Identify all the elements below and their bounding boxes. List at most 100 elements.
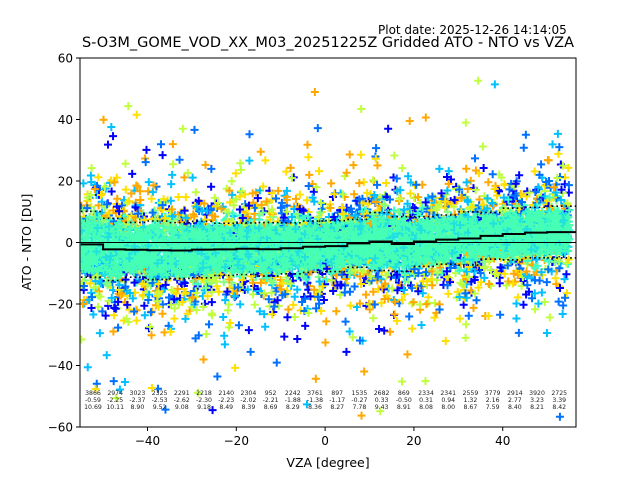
scatter-point — [91, 385, 100, 394]
scatter-point — [112, 264, 121, 273]
scatter-point — [207, 182, 216, 191]
scatter-point — [261, 322, 270, 331]
scatter-point — [332, 307, 341, 316]
scatter-point — [310, 197, 319, 206]
scatter-point — [89, 310, 98, 319]
scatter-point — [310, 88, 319, 97]
scatter-point — [107, 122, 116, 131]
scatter-point — [110, 178, 119, 187]
scatter-point — [231, 363, 240, 372]
scatter-point — [224, 323, 233, 332]
scatter-point — [256, 147, 265, 156]
scatter-point — [435, 164, 444, 173]
scatter-point — [384, 124, 393, 133]
scatter-point — [289, 300, 298, 309]
scatter-point — [250, 300, 259, 309]
scatter-point — [295, 190, 304, 199]
scatter-point — [405, 116, 414, 125]
scatter-point — [398, 164, 407, 173]
scatter-point — [290, 292, 299, 301]
scatter-point — [90, 185, 99, 194]
scatter-point — [112, 173, 121, 182]
scatter-point — [110, 311, 119, 320]
scatter-point — [132, 110, 141, 119]
scatter-point — [345, 287, 354, 296]
scatter-point — [205, 320, 214, 329]
scatter-point — [85, 266, 94, 275]
scatter-point — [104, 233, 113, 242]
scatter-point — [280, 332, 289, 341]
scatter-point — [369, 176, 378, 185]
scatter-point — [375, 325, 384, 334]
scatter-point — [417, 320, 426, 329]
scatter-point — [96, 190, 105, 199]
scatter-point — [382, 178, 391, 187]
scatter-point — [201, 160, 210, 169]
scatter-point — [115, 280, 124, 289]
scatter-point — [87, 178, 96, 187]
scatter-point — [116, 269, 125, 278]
scatter-point — [99, 115, 108, 124]
scatter-point — [357, 104, 366, 113]
scatter-point — [315, 167, 324, 176]
scatter-point — [207, 309, 216, 318]
scatter-point — [311, 374, 320, 383]
scatter-point — [390, 151, 399, 160]
scatter-point — [236, 300, 245, 309]
scatter-point — [407, 299, 416, 308]
scatter-point — [114, 297, 123, 306]
scatter-point — [80, 335, 86, 344]
scatter-point — [362, 290, 371, 299]
scatter-point — [373, 161, 382, 170]
scatter-point — [245, 156, 254, 165]
scatter-point — [120, 378, 129, 387]
scatter-point — [349, 161, 358, 170]
scatter-point — [128, 169, 137, 178]
scatter-point — [169, 160, 178, 169]
scatter-point — [345, 150, 354, 159]
scatter-point — [234, 321, 243, 330]
scatter-point — [431, 299, 440, 308]
scatter-point — [369, 314, 378, 323]
scatter-point — [403, 350, 412, 359]
scatter-point — [144, 324, 153, 333]
scatter-point — [359, 178, 368, 187]
scatter-point — [424, 298, 433, 307]
scatter-point — [94, 291, 103, 300]
scatter-point — [117, 201, 126, 210]
scatter-point — [128, 294, 137, 303]
scatter-point — [86, 279, 95, 288]
scatter-point — [86, 191, 95, 200]
scatter-point — [82, 233, 91, 242]
scatter-point — [109, 132, 118, 141]
scatter-point — [109, 217, 118, 226]
scatter-point — [86, 251, 95, 260]
plot-date: Plot date: 2025-12-26 14:14:05 — [378, 23, 567, 37]
scatter-point — [105, 267, 114, 276]
scatter-point — [293, 334, 302, 343]
scatter-point — [168, 140, 177, 149]
scatter-point — [98, 307, 107, 316]
scatter-point — [100, 182, 109, 191]
scatter-point — [121, 185, 130, 194]
scatter-point — [261, 156, 270, 165]
scatter-point — [83, 204, 92, 213]
scatter-point — [356, 150, 365, 159]
scatter-point — [94, 302, 103, 311]
scatter-point — [167, 180, 176, 189]
scatter-point — [421, 113, 430, 122]
scatter-point — [107, 187, 116, 196]
scatter-point — [190, 125, 199, 134]
scatter-point — [89, 232, 98, 241]
scatter-point — [114, 230, 123, 239]
scatter-point — [428, 281, 437, 290]
scatter-point — [441, 337, 450, 346]
scatter-point — [109, 327, 118, 336]
scatter-point — [90, 283, 99, 292]
scatter-point — [245, 130, 254, 139]
scatter-point — [305, 170, 314, 179]
scatter-point — [110, 259, 119, 268]
scatter-point — [103, 200, 112, 209]
scatter-point — [87, 304, 96, 313]
scatter-point — [142, 145, 151, 154]
